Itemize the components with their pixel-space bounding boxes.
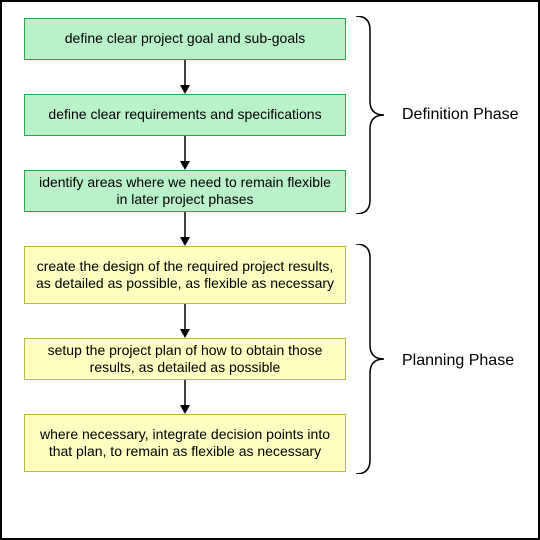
node-text: define clear project goal and sub-goals [65,30,306,48]
arrow-5-6 [178,380,192,414]
brace-planning [356,244,390,474]
node-text: define clear requirements and specificat… [48,106,321,124]
node-define-goal: define clear project goal and sub-goals [24,18,346,60]
brace-definition [356,16,390,214]
phase-label-text: Planning Phase [402,352,514,369]
node-text: identify areas where we need to remain f… [33,174,337,209]
flowchart-canvas: define clear project goal and sub-goals … [0,0,540,540]
label-planning-phase: Planning Phase [402,352,514,370]
arrow-4-5 [178,304,192,338]
arrow-3-4 [178,212,192,246]
node-define-requirements: define clear requirements and specificat… [24,94,346,136]
node-text: create the design of the required projec… [33,258,337,293]
node-identify-flexible: identify areas where we need to remain f… [24,170,346,212]
phase-label-text: Definition Phase [402,106,519,123]
node-create-design: create the design of the required projec… [24,246,346,304]
node-decision-points: where necessary, integrate decision poin… [24,414,346,472]
node-text: where necessary, integrate decision poin… [33,426,337,461]
node-setup-plan: setup the project plan of how to obtain … [24,338,346,380]
arrow-1-2 [178,60,192,94]
arrow-2-3 [178,136,192,170]
node-text: setup the project plan of how to obtain … [33,342,337,377]
label-definition-phase: Definition Phase [402,106,519,124]
